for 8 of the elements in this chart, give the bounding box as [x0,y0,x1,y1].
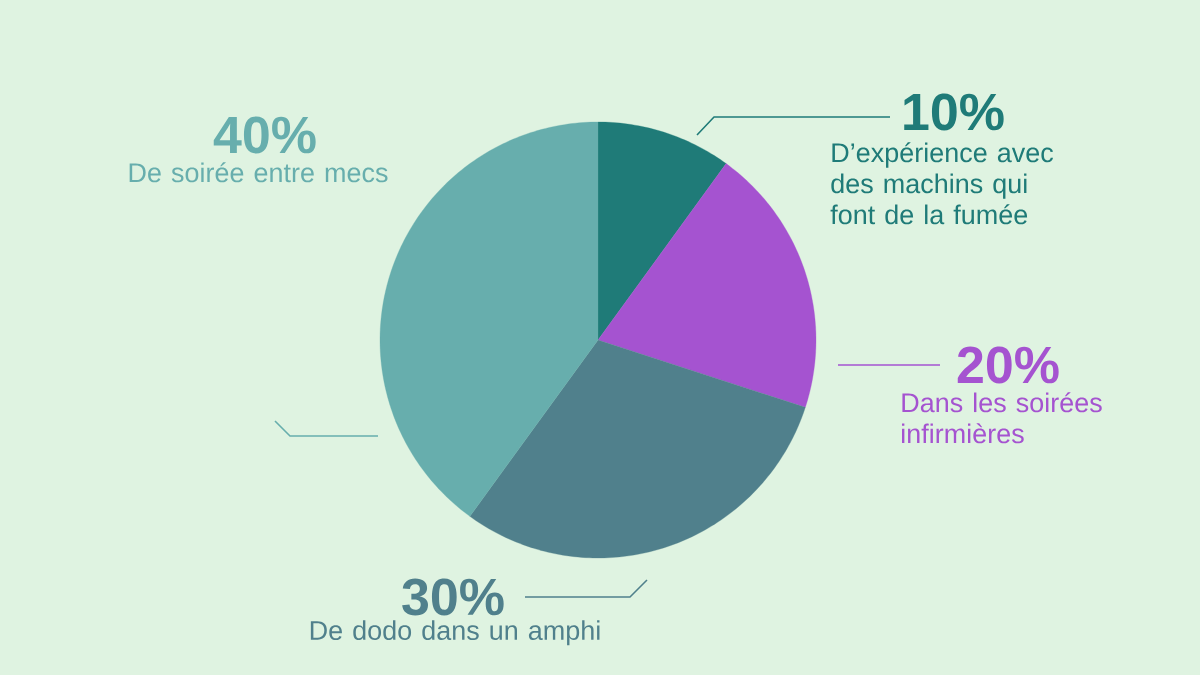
data-label: 30% [402,578,504,616]
data-label: 40% [213,116,316,154]
data-label: 10% [904,93,1004,131]
slice-label: De soirée entre mecs [129,162,388,183]
slice-label: De dodo dans un amphi [310,620,600,646]
data-label: 20% [957,346,1059,384]
slice-label: D’expérience avec des machins qui font de la fumée [830,142,1054,225]
slice-label: Dans les soirées infirmières [902,392,1102,444]
